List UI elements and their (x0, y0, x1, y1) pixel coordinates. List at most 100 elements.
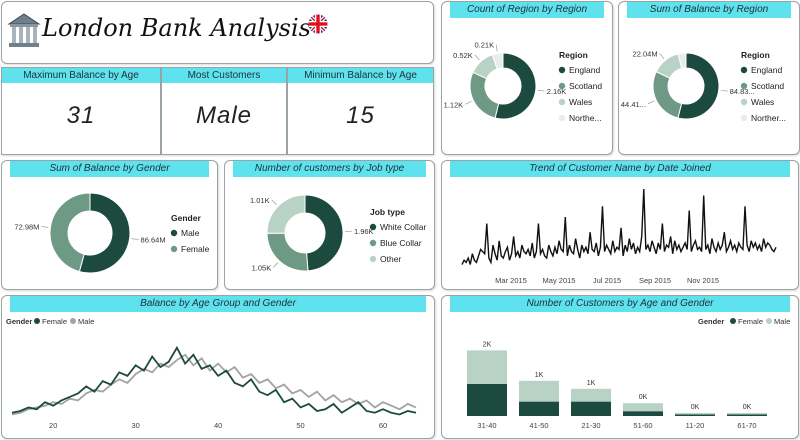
legend-marker (558, 66, 566, 74)
label-leader (271, 199, 277, 206)
series-line (11, 345, 417, 416)
uk-flag-icon (308, 14, 328, 34)
legend-item: Wales (751, 97, 774, 107)
data-label: 1.01K (250, 196, 270, 205)
legend-marker (558, 114, 566, 122)
label-leader (659, 53, 665, 60)
bar-segment (623, 403, 663, 412)
x-tick-label: Mar 2015 (495, 276, 527, 285)
data-label: 0K (639, 394, 648, 401)
legend-marker (34, 318, 40, 324)
data-label: 44.41... (621, 100, 646, 109)
series-line (11, 353, 417, 416)
x-tick-label: 41-50 (529, 421, 548, 430)
data-label: 86.64M (141, 236, 166, 245)
legend-item: Blue Collar (380, 238, 422, 248)
legend-item: England (569, 65, 600, 75)
x-tick-label: 61-70 (737, 421, 756, 430)
data-label: 0K (743, 404, 752, 411)
kpi-label: Minimum Balance by Age (288, 68, 433, 83)
x-tick-label: 11-20 (686, 421, 705, 430)
label-leader (647, 100, 655, 105)
legend-item: Scotland (751, 81, 784, 91)
label-leader (474, 54, 480, 61)
chart-title: Balance by Age Group and Gender (10, 296, 426, 312)
legend-item: Male (78, 317, 94, 326)
age-balance-line-chart: Gender Female Male 20 30 40 50 60 (6, 317, 417, 430)
donut-slice (266, 194, 306, 234)
kpi-min-balance-age: Minimum Balance by Age 15 (287, 67, 434, 155)
data-label: 1.05K (252, 264, 272, 273)
data-label: 0.21K (475, 41, 495, 50)
legend-marker (170, 245, 178, 253)
legend-title: Gender (6, 317, 32, 326)
bank-icon (7, 13, 41, 47)
age-balance-card: Balance by Age Group and Gender Gender Fe… (1, 295, 435, 439)
legend-item: England (751, 65, 782, 75)
legend-marker (558, 82, 566, 90)
kpi-value: 31 (66, 102, 96, 129)
x-tick-label: May 2015 (543, 276, 576, 285)
x-tick-label: Sep 2015 (639, 276, 671, 285)
chart-title: Sum of Balance by Region (627, 2, 791, 18)
bar-segment (727, 413, 767, 415)
bar-segment (467, 350, 507, 384)
legend-marker (766, 318, 772, 324)
legend-title: Region (559, 50, 588, 60)
data-label: 1.96K (354, 227, 374, 236)
data-label: 72.98M (14, 222, 39, 231)
data-label: 0K (691, 404, 700, 411)
bar-segment (519, 380, 559, 402)
legend-title: Gender (698, 317, 724, 326)
legend-item: Male (774, 317, 790, 326)
page-title: London Bank Analysis (42, 14, 311, 42)
label-leader (495, 44, 498, 52)
kpi-value: 15 (346, 102, 375, 129)
trend-line (461, 188, 777, 265)
chart-title: Trend of Customer Name by Date Joined (450, 161, 790, 177)
label-leader (131, 238, 139, 240)
bar-segment (675, 414, 715, 416)
data-label: 2K (483, 341, 492, 348)
bar-segment (467, 384, 507, 416)
donut-slice (652, 70, 683, 119)
label-leader (465, 100, 472, 105)
legend-marker (740, 114, 748, 122)
chart-title: Sum of Balance by Gender (10, 161, 209, 177)
bar-segment (571, 401, 611, 416)
kpi-label: Most Customers (162, 68, 286, 83)
x-tick-label: Jul 2015 (593, 276, 621, 285)
donut-slice (78, 192, 131, 274)
legend-item: Wales (569, 97, 592, 107)
title-card: London Bank Analysis (1, 1, 434, 64)
label-leader (272, 262, 279, 268)
donut-slice (49, 192, 91, 273)
legend-item: Female (42, 317, 67, 326)
label-leader (41, 226, 49, 228)
kpi-most-customers: Most Customers Male (161, 67, 287, 155)
x-tick-label: 20 (49, 421, 57, 430)
region-balance-donut: 84.83... 44.41... 22.04M Region England Scotl… (621, 49, 786, 123)
bar-segment (727, 414, 767, 416)
legend-marker (740, 82, 748, 90)
donut-slice (469, 71, 500, 119)
legend-marker (369, 255, 377, 263)
legend-marker (70, 318, 76, 324)
age-customers-bar-chart: Gender Female Male 2K 31-40 1K 41-50 1K 21-30 0K 5… (467, 317, 790, 430)
x-tick-label: Nov 2015 (687, 276, 719, 285)
x-tick-label: 30 (132, 421, 140, 430)
gender-balance-donut: 86.64M 72.98M Gender Male Female (14, 192, 210, 274)
trend-card: Trend of Customer Name by Date Joined Ma… (441, 160, 799, 290)
x-tick-label: 40 (214, 421, 222, 430)
legend-item: Other (380, 254, 401, 264)
job-count-card: Number of customers by Job type 1.96K 1.0… (224, 160, 435, 290)
x-tick-label: 60 (379, 421, 387, 430)
label-leader (720, 89, 728, 92)
bar-segment (675, 413, 715, 415)
x-tick-label: 31-40 (477, 421, 496, 430)
donut-slice (677, 52, 720, 120)
gender-balance-card: Sum of Balance by Gender 86.64M 72.98M Gen… (1, 160, 218, 290)
donut-slice (677, 52, 687, 70)
x-tick-label: 21-30 (581, 421, 600, 430)
job-count-donut: 1.96K 1.05K 1.01K Job type White Collar Blue … (250, 194, 426, 273)
